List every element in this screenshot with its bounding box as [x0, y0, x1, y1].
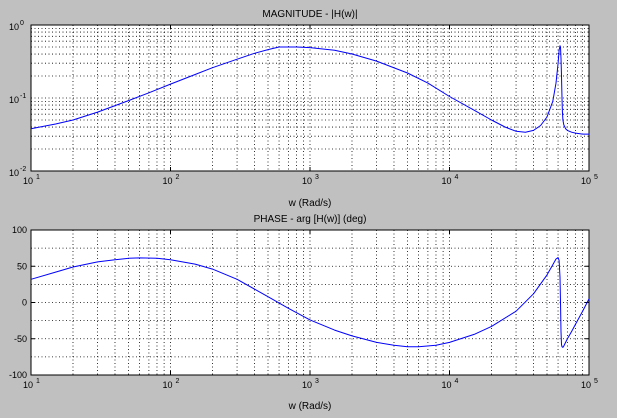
series-line-0 [30, 45, 589, 135]
x-tick-exponent: 1 [36, 378, 40, 385]
x-tick-exponent: 2 [176, 378, 180, 385]
y-tick-label: 10 [9, 168, 19, 178]
y-tick-label: -50 [14, 334, 27, 344]
x-tick-exponent: 5 [594, 378, 598, 385]
y-tick-label: -100 [9, 370, 27, 380]
magnitude-x-axis-label: w (Rad/s) [288, 198, 332, 209]
phase-y-ticks: 100 50 0 -50 -100 [9, 225, 589, 380]
x-tick-label: 10 [302, 176, 312, 186]
y-tick-label: 100 [12, 225, 27, 235]
phase-series [30, 257, 590, 348]
x-tick-label: 10 [581, 176, 591, 186]
x-tick-label: 10 [441, 176, 451, 186]
phase-x-ticks: 10 1 10 2 10 3 10 4 10 5 [23, 230, 598, 390]
x-tick-exponent: 3 [315, 378, 319, 385]
x-tick-exponent: 4 [455, 378, 459, 385]
x-tick-label: 10 [441, 380, 451, 390]
x-tick-exponent: 5 [594, 174, 598, 181]
x-tick-exponent: 2 [176, 174, 180, 181]
x-tick-label: 10 [23, 176, 33, 186]
phase-chart-title: PHASE - arg [H(w)] (deg) [254, 214, 367, 225]
x-tick-label: 10 [302, 380, 312, 390]
x-tick-exponent: 1 [36, 174, 40, 181]
x-tick-exponent: 3 [315, 174, 319, 181]
y-tick-exponent: -1 [20, 93, 26, 100]
y-tick-exponent: -2 [20, 166, 26, 173]
magnitude-series [30, 45, 589, 135]
x-tick-label: 10 [23, 380, 33, 390]
y-tick-exponent: 0 [20, 20, 24, 27]
magnitude-chart-title: MAGNITUDE - |H(w)| [262, 9, 357, 20]
y-tick-label: 10 [9, 22, 19, 32]
phase-x-axis-label: w (Rad/s) [288, 401, 332, 412]
magnitude-x-ticks: 10 1 10 2 10 3 10 4 10 5 [23, 25, 598, 186]
series-line-0 [30, 257, 590, 348]
x-tick-exponent: 4 [455, 174, 459, 181]
y-tick-label: 0 [22, 298, 27, 308]
y-tick-label: 50 [17, 261, 27, 271]
x-tick-label: 10 [581, 380, 591, 390]
x-tick-label: 10 [162, 176, 172, 186]
x-tick-label: 10 [162, 380, 172, 390]
magnitude-plot-area [30, 24, 590, 172]
y-tick-label: 10 [9, 95, 19, 105]
